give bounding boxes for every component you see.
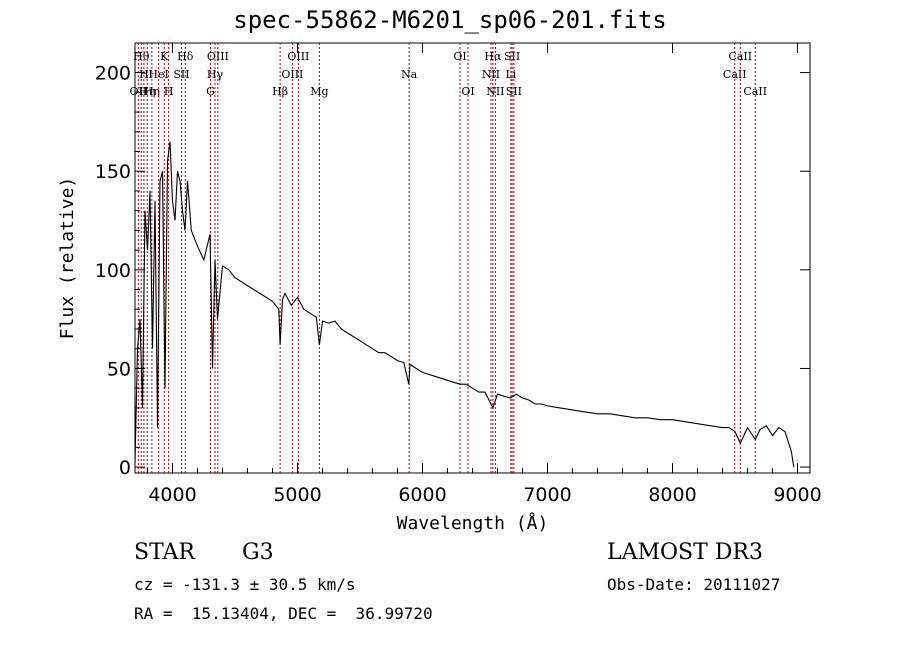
spectral-line-label: SII bbox=[504, 50, 520, 63]
spectral-line-label: SII bbox=[173, 68, 189, 81]
spectral-line-label: Hδ bbox=[177, 50, 194, 63]
spectral-line-label: Hη bbox=[144, 85, 160, 98]
y-tick-label: 50 bbox=[107, 358, 131, 380]
spectral-line-label: CaII bbox=[723, 68, 747, 81]
y-tick-label: 100 bbox=[95, 260, 131, 282]
y-tick-label: 0 bbox=[119, 457, 131, 479]
x-axis-label: Wavelength (Å) bbox=[397, 512, 549, 534]
x-tick-label: 7000 bbox=[523, 484, 571, 506]
spectral-line-label: OI bbox=[453, 50, 466, 63]
spectral-line-label: SII bbox=[506, 85, 522, 98]
spectral-line-label: H bbox=[164, 85, 174, 98]
x-tick-label: 9000 bbox=[773, 484, 821, 506]
spectral-line-label: Hη bbox=[139, 85, 155, 98]
spectral-line-label: Hα bbox=[484, 50, 502, 63]
x-tick-label: 5000 bbox=[273, 484, 321, 506]
plot-frame bbox=[134, 42, 811, 474]
spectral-line-label: H bbox=[139, 68, 149, 81]
object-subclass: G3 bbox=[242, 540, 274, 565]
spectral-line-label: OIII bbox=[281, 68, 303, 81]
spectral-line-label: OII bbox=[130, 85, 148, 98]
redshift-cz: cz = -131.3 ± 30.5 km/s bbox=[134, 575, 356, 594]
y-axis-label: Flux (relative) bbox=[57, 177, 78, 340]
spectral-line-label: Na bbox=[401, 68, 418, 81]
spectral-line-label: Li bbox=[505, 68, 516, 81]
x-tick-label: 4000 bbox=[148, 484, 196, 506]
spectral-line-label: OI bbox=[461, 85, 474, 98]
chart-title: spec-55862-M6201_sp06-201.fits bbox=[233, 6, 667, 34]
x-tick-label: 8000 bbox=[648, 484, 696, 506]
spectrum-line bbox=[134, 141, 795, 468]
spectral-line-label: Hγ bbox=[207, 68, 224, 81]
spectral-line-label: CaII bbox=[728, 50, 752, 63]
spectral-line-label: OIII bbox=[287, 50, 309, 63]
object-class: STAR bbox=[134, 540, 195, 565]
spectral-line-label: K bbox=[160, 50, 169, 63]
spectral-line-label: NII bbox=[486, 85, 504, 98]
y-tick-label: 200 bbox=[95, 63, 131, 85]
spectral-line-label: NII bbox=[482, 68, 500, 81]
spectral-line-label: Mg bbox=[310, 85, 328, 98]
observation-date: Obs-Date: 20111027 bbox=[607, 575, 781, 594]
x-tick-label: 6000 bbox=[398, 484, 446, 506]
y-tick-label: 150 bbox=[95, 161, 131, 183]
spectral-line-label: Hβ bbox=[272, 85, 288, 98]
spectral-line-label: HeI bbox=[148, 68, 168, 81]
spectral-line-label: CaII bbox=[743, 85, 767, 98]
spectral-line-label: OIII bbox=[207, 50, 229, 63]
sky-coordinates: RA = 15.13404, DEC = 36.99720 bbox=[134, 604, 433, 623]
survey-name: LAMOST DR3 bbox=[607, 540, 763, 565]
spectral-line-label: G bbox=[206, 85, 215, 98]
